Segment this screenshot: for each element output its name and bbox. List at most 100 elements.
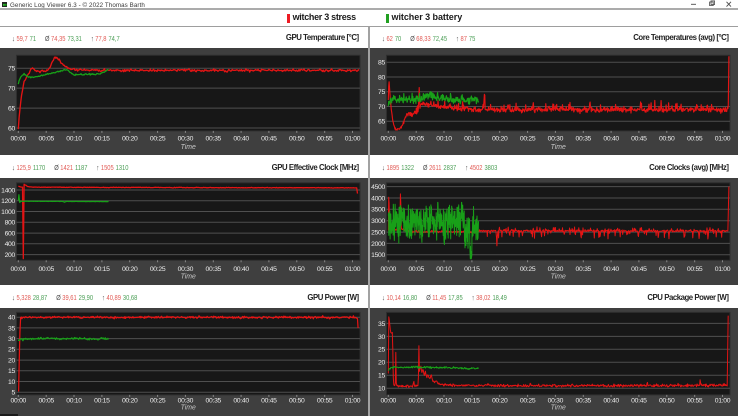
svg-text:00:20: 00:20 <box>492 398 508 405</box>
svg-text:Time: Time <box>181 144 196 151</box>
svg-text:00:55: 00:55 <box>317 398 333 405</box>
svg-text:75: 75 <box>378 89 385 96</box>
svg-text:00:00: 00:00 <box>380 266 396 273</box>
svg-text:35: 35 <box>8 325 15 332</box>
svg-text:00:20: 00:20 <box>492 136 508 143</box>
svg-text:00:45: 00:45 <box>261 266 277 273</box>
svg-text:00:25: 00:25 <box>150 398 166 405</box>
svg-text:00:50: 00:50 <box>289 266 305 273</box>
svg-text:00:50: 00:50 <box>659 398 675 405</box>
svg-text:00:40: 00:40 <box>603 398 619 405</box>
svg-text:2000: 2000 <box>371 241 385 248</box>
svg-text:00:25: 00:25 <box>520 266 536 273</box>
svg-text:00:25: 00:25 <box>520 136 536 143</box>
svg-text:10: 10 <box>378 386 385 393</box>
svg-text:00:05: 00:05 <box>38 398 54 405</box>
svg-text:00:05: 00:05 <box>408 266 424 273</box>
svg-text:65: 65 <box>378 119 385 126</box>
svg-text:00:15: 00:15 <box>464 136 480 143</box>
svg-text:00:20: 00:20 <box>122 398 138 405</box>
svg-text:00:25: 00:25 <box>150 136 166 143</box>
svg-text:00:50: 00:50 <box>289 136 305 143</box>
svg-text:00:05: 00:05 <box>38 136 54 143</box>
svg-text:65: 65 <box>8 106 15 113</box>
svg-text:00:45: 00:45 <box>261 398 277 405</box>
svg-text:4000: 4000 <box>371 196 385 203</box>
svg-text:00:05: 00:05 <box>408 398 424 405</box>
svg-text:Time: Time <box>550 405 565 412</box>
svg-text:3500: 3500 <box>371 207 385 214</box>
svg-text:70: 70 <box>378 104 385 111</box>
svg-text:00:35: 00:35 <box>206 266 222 273</box>
svg-text:00:55: 00:55 <box>687 136 703 143</box>
svg-text:2500: 2500 <box>371 230 385 237</box>
svg-text:00:50: 00:50 <box>659 136 675 143</box>
svg-text:00:55: 00:55 <box>687 398 703 405</box>
svg-text:15: 15 <box>378 373 385 380</box>
svg-text:40: 40 <box>8 315 15 322</box>
svg-text:00:20: 00:20 <box>122 266 138 273</box>
svg-text:00:55: 00:55 <box>317 136 333 143</box>
svg-text:00:35: 00:35 <box>206 136 222 143</box>
svg-text:35: 35 <box>378 321 385 328</box>
svg-text:1400: 1400 <box>1 188 15 195</box>
svg-text:00:35: 00:35 <box>575 136 591 143</box>
svg-text:20: 20 <box>378 360 385 367</box>
svg-text:00:20: 00:20 <box>492 266 508 273</box>
svg-text:00:15: 00:15 <box>94 266 110 273</box>
svg-text:Time: Time <box>550 144 565 151</box>
svg-text:01:00: 01:00 <box>345 398 361 405</box>
svg-text:10: 10 <box>8 379 15 386</box>
svg-text:25: 25 <box>378 347 385 354</box>
svg-text:00:05: 00:05 <box>408 136 424 143</box>
svg-text:01:00: 01:00 <box>715 398 731 405</box>
svg-text:1000: 1000 <box>1 209 15 216</box>
svg-text:00:50: 00:50 <box>289 398 305 405</box>
svg-text:00:15: 00:15 <box>464 398 480 405</box>
svg-text:00:30: 00:30 <box>178 266 194 273</box>
svg-text:00:55: 00:55 <box>317 266 333 273</box>
svg-text:00:40: 00:40 <box>603 266 619 273</box>
svg-text:01:00: 01:00 <box>345 136 361 143</box>
svg-text:1200: 1200 <box>1 199 15 206</box>
svg-text:00:40: 00:40 <box>233 398 249 405</box>
svg-text:Time: Time <box>181 274 196 281</box>
svg-text:00:30: 00:30 <box>547 136 563 143</box>
svg-text:Time: Time <box>181 405 196 412</box>
svg-text:00:55: 00:55 <box>687 266 703 273</box>
svg-text:01:00: 01:00 <box>715 266 731 273</box>
svg-text:00:40: 00:40 <box>233 266 249 273</box>
svg-text:25: 25 <box>8 347 15 354</box>
svg-text:00:00: 00:00 <box>380 136 396 143</box>
svg-text:00:30: 00:30 <box>178 136 194 143</box>
svg-text:00:40: 00:40 <box>603 136 619 143</box>
svg-text:5: 5 <box>12 390 16 397</box>
svg-text:30: 30 <box>378 334 385 341</box>
svg-text:00:35: 00:35 <box>575 398 591 405</box>
svg-text:600: 600 <box>5 231 16 238</box>
svg-text:00:15: 00:15 <box>94 136 110 143</box>
svg-text:00:45: 00:45 <box>631 136 647 143</box>
svg-text:30: 30 <box>8 336 15 343</box>
svg-text:00:35: 00:35 <box>206 398 222 405</box>
svg-text:60: 60 <box>8 126 15 133</box>
svg-text:00:50: 00:50 <box>659 266 675 273</box>
svg-text:00:45: 00:45 <box>261 136 277 143</box>
svg-text:Time: Time <box>550 274 565 281</box>
svg-text:00:00: 00:00 <box>11 266 27 273</box>
svg-text:00:20: 00:20 <box>122 136 138 143</box>
svg-text:00:10: 00:10 <box>436 398 452 405</box>
svg-text:00:30: 00:30 <box>178 398 194 405</box>
svg-text:00:00: 00:00 <box>11 398 27 405</box>
svg-text:800: 800 <box>5 220 16 227</box>
svg-text:00:45: 00:45 <box>631 398 647 405</box>
svg-text:00:05: 00:05 <box>38 266 54 273</box>
svg-text:00:15: 00:15 <box>464 266 480 273</box>
svg-text:00:25: 00:25 <box>150 266 166 273</box>
svg-text:3000: 3000 <box>371 218 385 225</box>
svg-text:00:40: 00:40 <box>233 136 249 143</box>
svg-text:00:10: 00:10 <box>66 136 82 143</box>
svg-text:00:30: 00:30 <box>547 398 563 405</box>
svg-text:00:30: 00:30 <box>547 266 563 273</box>
svg-text:200: 200 <box>5 252 16 259</box>
